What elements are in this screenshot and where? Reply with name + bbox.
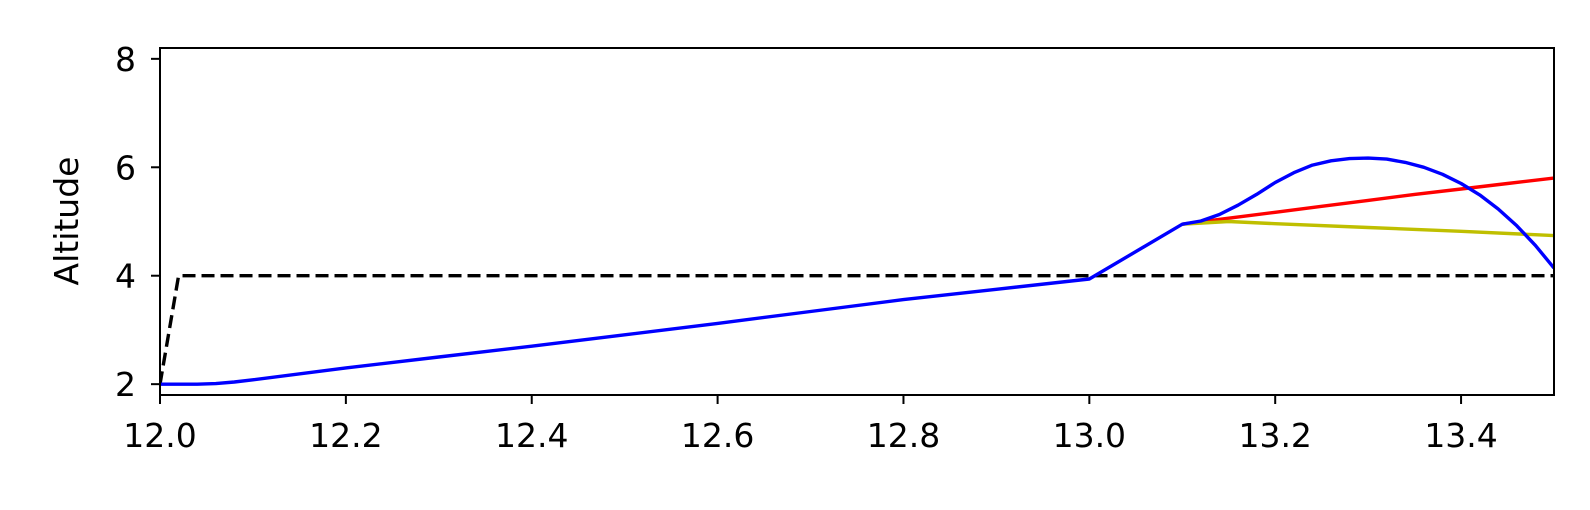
x-tick-label: 13.2 — [1238, 416, 1311, 455]
series-line-1 — [1182, 176, 1554, 226]
x-tick-label: 13.0 — [1053, 416, 1126, 455]
x-tick-label: 13.4 — [1424, 416, 1497, 455]
series-line-3 — [160, 274, 1554, 385]
x-tick-label: 12.2 — [309, 416, 382, 455]
x-tick-label: 12.8 — [867, 416, 940, 455]
x-axis: 12.0 12.2 12.4 12.6 12.8 13.0 13.2 13.4 — [123, 395, 1498, 455]
y-tick-label: 8 — [115, 40, 136, 79]
plot-series — [160, 156, 1554, 386]
y-tick-label: 2 — [115, 365, 136, 404]
series-line-4 — [160, 156, 1554, 386]
x-tick-label: 12.0 — [123, 416, 196, 455]
y-axis: 2 4 6 8 — [115, 40, 160, 404]
series-line-2 — [1182, 219, 1554, 238]
y-tick-label: 4 — [115, 257, 136, 296]
x-tick-label: 12.4 — [495, 416, 568, 455]
plot-frame — [159, 47, 1555, 396]
x-tick-label: 12.6 — [681, 416, 754, 455]
y-tick-label: 6 — [115, 148, 136, 187]
y-axis-label: Altitude — [47, 157, 86, 286]
